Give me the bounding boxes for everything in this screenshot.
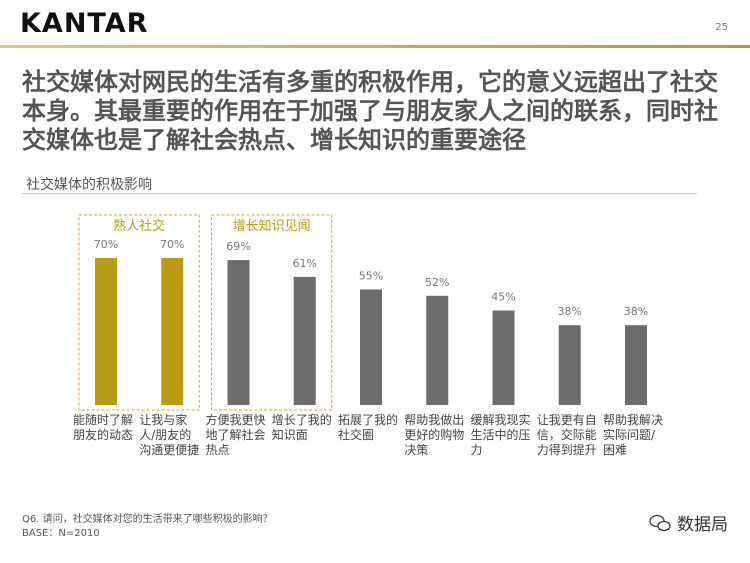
data-label: 70% bbox=[160, 238, 184, 251]
bar bbox=[492, 310, 515, 405]
data-label: 52% bbox=[425, 276, 449, 289]
page-number: 25 bbox=[715, 22, 728, 33]
bar bbox=[227, 260, 250, 405]
logo: KANTAR bbox=[20, 8, 149, 39]
divider bbox=[0, 45, 750, 48]
bar bbox=[426, 295, 449, 405]
group-box bbox=[211, 214, 333, 411]
footnote: BASE：N=2010 bbox=[22, 528, 100, 539]
x-tick-label: 增长了我的知识面 bbox=[271, 413, 332, 442]
data-label: 61% bbox=[293, 257, 317, 270]
footnote: Q6. 请问，社交媒体对您的生活带来了哪些积极的影响？ bbox=[22, 514, 273, 525]
x-tick-label: 让我更有自信，交际能力得到提升 bbox=[536, 413, 597, 457]
wechat-icon bbox=[649, 514, 671, 531]
bar bbox=[625, 325, 647, 405]
x-tick-label: 帮助我做出更好的购物决策 bbox=[404, 413, 465, 457]
bar bbox=[558, 325, 581, 405]
group-label: 增长知识见闻 bbox=[233, 218, 311, 234]
group-box bbox=[78, 214, 200, 411]
bar bbox=[161, 258, 184, 405]
data-label: 55% bbox=[359, 270, 383, 283]
x-tick-label: 缓解我现实生活中的压力 bbox=[470, 413, 531, 457]
group-label: 熟人社交 bbox=[113, 218, 165, 234]
bar bbox=[95, 258, 117, 405]
x-tick-label: 拓展了我的社交圈 bbox=[338, 413, 399, 442]
data-label: 70% bbox=[94, 238, 118, 251]
watermark-text: 数据局 bbox=[677, 515, 728, 535]
data-label: 38% bbox=[624, 305, 648, 318]
slide-title: 社交媒体对网民的生活有多重的积极作用，它的意义远超出了社交本身。其最重要的作用在… bbox=[22, 68, 718, 154]
x-tick-label: 方便我更快地了解社会热点 bbox=[205, 413, 266, 457]
bar bbox=[360, 289, 382, 405]
divider bbox=[22, 193, 697, 194]
data-label: 45% bbox=[491, 291, 515, 304]
data-label: 38% bbox=[558, 305, 582, 318]
x-tick-label: 能随时了解朋友的动态 bbox=[73, 413, 134, 442]
watermark: 数据局 bbox=[649, 510, 728, 535]
data-label: 69% bbox=[226, 240, 250, 253]
bar bbox=[293, 276, 316, 405]
x-tick-label: 帮助我解决实际问题/困难 bbox=[603, 413, 664, 457]
x-tick-label: 让我与家人/朋友的沟通更便捷 bbox=[139, 413, 200, 457]
chart-title: 社交媒体的积极影响 bbox=[26, 177, 152, 193]
